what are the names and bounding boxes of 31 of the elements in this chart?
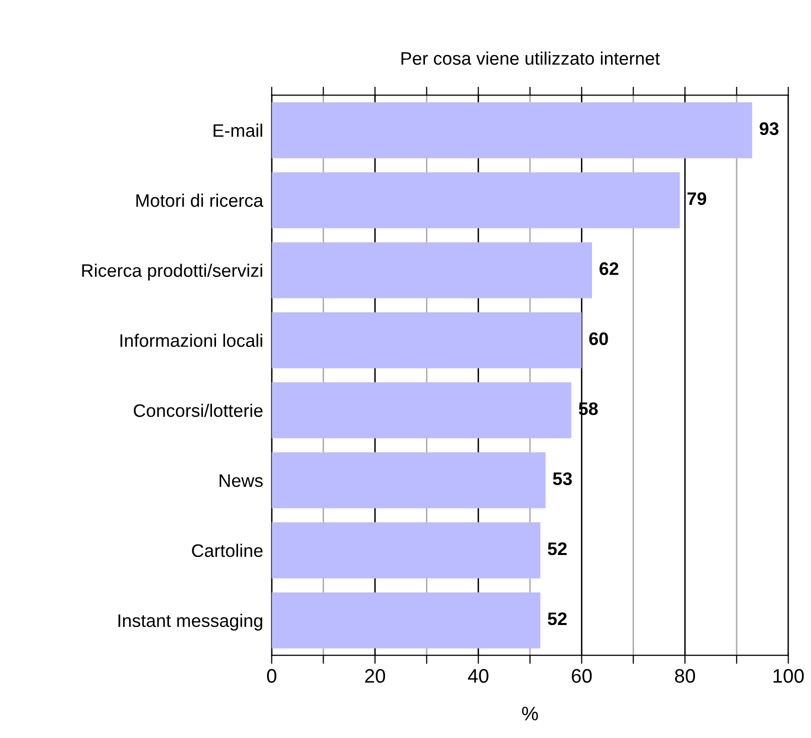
y-tick-label: News [220,474,263,488]
data-label: 52 [548,612,567,626]
bar [272,382,572,438]
bar [272,102,752,158]
y-tick-label: Concorsi/lotterie [134,404,263,417]
bar [272,312,582,368]
x-axis-title: % [522,706,538,720]
data-label: 79 [688,192,706,206]
x-tick-label: 100 [774,669,804,683]
y-tick-label: Ricerca prodotti/servizi [82,264,262,281]
chart-title: Per cosa viene utilizzato internet [402,52,660,65]
x-tick-label: 40 [468,669,488,683]
y-tick-label: E-mail [214,124,262,137]
data-label: 52 [548,542,567,556]
data-label: 93 [760,122,779,136]
x-tick-label: 20 [365,669,386,683]
x-tick-label: 80 [675,669,696,683]
data-label: 53 [552,472,572,486]
x-tick-label: 0 [267,669,276,683]
x-tick-label: 60 [572,669,592,683]
bar [272,522,540,578]
bar [272,242,592,298]
bar [272,172,680,228]
y-tick-label: Motori di ricerca [136,194,264,207]
bar [272,452,546,508]
bar [272,592,540,648]
y-tick-label: Informazioni locali [120,334,262,347]
y-tick-label: Instant messaging [118,614,262,631]
y-tick-label: Cartoline [192,544,263,558]
data-label: 62 [600,262,618,276]
data-label: 60 [589,332,608,346]
